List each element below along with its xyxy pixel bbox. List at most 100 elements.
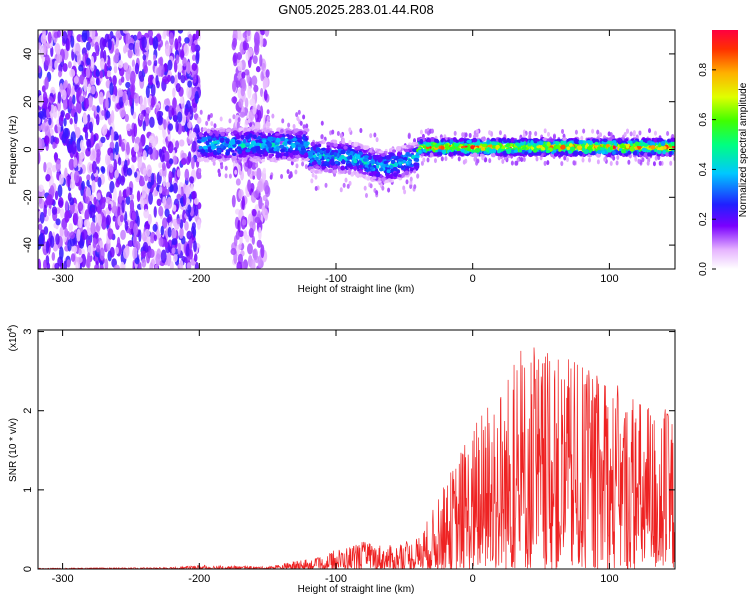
heatmap-cell [404,170,410,176]
heatmap-cell [276,152,282,158]
heatmap-cell [264,199,270,208]
heatmap-cell [44,54,50,67]
heatmap-cell [167,74,171,83]
heatmap-cell [78,95,85,103]
heatmap-cell [545,149,551,154]
heatmap-cell [332,139,338,144]
heatmap-cell [430,128,434,134]
heatmap-cell [172,114,178,122]
heatmap-cell [488,130,492,136]
heatmap-cell [253,31,260,46]
heatmap-cell [147,59,152,66]
heatmap-cell [238,243,242,250]
heatmap-cell [161,162,166,171]
colorbar-tick-label: 0.6 [698,112,709,126]
y-tick-label: 2 [22,408,34,414]
heatmap-cell [505,143,511,147]
heatmap-cell [312,145,317,151]
heatmap-cell [666,130,670,136]
heatmap-cell [367,154,373,160]
heatmap-cell [358,164,364,169]
heatmap-cell [59,226,64,237]
heatmap-cell [237,219,241,233]
heatmap-cell [109,82,114,96]
heatmap-cell [110,128,115,142]
heatmap-cell [650,150,655,155]
heatmap-cell [449,146,455,150]
heatmap-cell [97,176,102,188]
heatmap-cell [63,117,67,127]
heatmap-cell [568,143,573,147]
heatmap-cell [69,68,76,78]
heatmap-cell [287,157,291,161]
heatmap-cell [90,55,95,69]
heatmap-cell [249,173,253,179]
heatmap-cell [331,129,335,135]
heatmap-cell [285,130,292,134]
heatmap-cell [599,132,603,138]
heatmap-cell [52,141,56,150]
heatmap-cell [186,61,191,74]
heatmap-cell [627,159,631,165]
heatmap-cell [139,95,143,107]
heatmap-cell [380,152,386,157]
heatmap-cell [309,168,316,173]
heatmap-cell [609,161,613,167]
heatmap-cell [613,142,618,147]
heatmap-cell [145,85,150,99]
heatmap-cell [653,130,657,136]
heatmap-cell [143,208,150,219]
heatmap-cell [522,132,526,138]
heatmap-cell [280,174,284,180]
heatmap-cell [202,145,208,150]
heatmap-cell [359,128,363,134]
heatmap-cell [247,127,251,132]
heatmap-cell [267,121,271,127]
heatmap-cell [463,150,468,155]
heatmap-cell [634,156,638,162]
heatmap-cell [301,161,305,167]
heatmap-cell [53,105,58,119]
heatmap-cell [162,175,167,187]
heatmap-cell [288,174,292,180]
heatmap-cell [535,156,539,162]
heatmap-cell [216,145,221,149]
heatmap-cell [393,162,399,167]
svg-text:(x104): (x104) [7,325,19,352]
heatmap-cell [646,160,650,166]
heatmap-cell [486,139,491,145]
heatmap-cell [56,54,63,64]
heatmap-cell [252,103,257,115]
heatmap-cell [574,129,578,135]
heatmap-cell [386,175,391,179]
heatmap-cell [243,42,250,51]
heatmap-cell [46,262,51,269]
heatmap-cell [147,213,152,225]
heatmap-cell [259,30,266,36]
heatmap-cell [426,157,430,163]
heatmap-cell [88,36,93,43]
heatmap-cell [336,131,340,137]
heatmap-cell [98,91,104,105]
heatmap-cell [243,157,248,161]
heatmap-cell [258,129,262,133]
heatmap-cell [43,135,50,145]
heatmap-cell [118,89,124,98]
heatmap-cell [110,110,115,124]
heatmap-cell [73,156,78,168]
heatmap-cell [97,204,102,215]
heatmap-cell [185,185,191,198]
heatmap-cell [567,152,573,157]
heatmap-cell [660,140,666,147]
heatmap-cell [621,148,626,154]
heatmap-cell [669,160,673,166]
heatmap-cell [418,149,422,154]
heatmap-cell [577,150,583,156]
heatmap-cell [470,145,475,150]
heatmap-cell [268,153,273,159]
heatmap-cell [653,138,658,143]
heatmap-cell [235,178,241,186]
heatmap-cell [596,150,602,154]
heatmap-cell [102,196,107,204]
heatmap-cell [208,152,214,158]
